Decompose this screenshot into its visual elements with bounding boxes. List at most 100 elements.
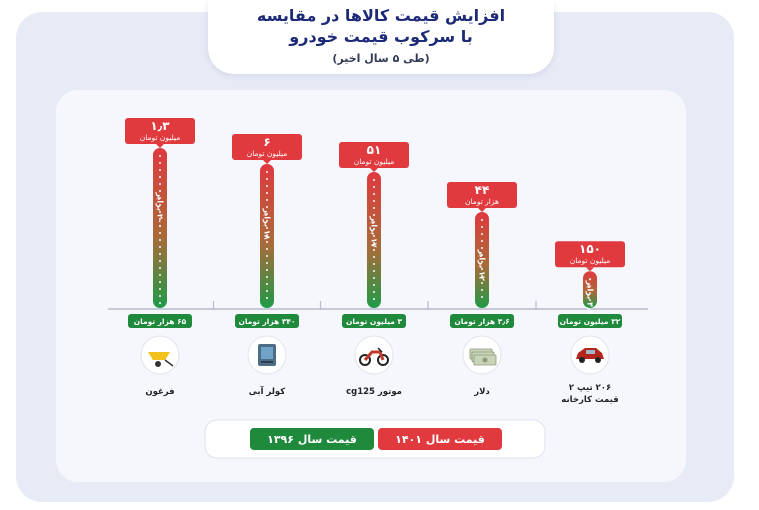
bar-dot — [158, 280, 162, 284]
bar-dot — [158, 245, 162, 249]
bar-dot — [588, 299, 592, 302]
bar — [367, 172, 381, 308]
bar-dot — [265, 240, 269, 244]
bar-dot — [372, 220, 376, 224]
bar-dot — [265, 184, 269, 188]
new-price-value: ۴۴ — [475, 183, 490, 197]
new-price-callout — [339, 142, 409, 168]
bar-dot — [265, 254, 269, 258]
chart-subtitle: (طی ۵ سال اخیر) — [332, 52, 430, 65]
callout-pointer — [263, 160, 271, 164]
bar-dot — [372, 241, 376, 245]
icon-shape — [164, 359, 174, 367]
bar-dot — [372, 290, 376, 294]
category-label: ۲۰۶ تیپ ۲ — [569, 383, 611, 393]
bar-dot — [265, 233, 269, 237]
bar-dot — [372, 192, 376, 196]
new-price-unit: هزار تومان — [465, 197, 499, 206]
bar-dot — [480, 246, 484, 250]
icon-shape — [148, 352, 170, 360]
category-label: فرغون — [145, 387, 174, 397]
bar — [475, 212, 489, 308]
bar-dot — [158, 168, 162, 172]
bar-dot — [480, 295, 484, 299]
bar — [153, 148, 167, 308]
bar-dot — [265, 282, 269, 286]
bar-dot — [158, 301, 162, 305]
bar-dot — [158, 196, 162, 200]
multiplier-label: ۱۸ برابر — [263, 207, 272, 239]
bar-dot — [588, 292, 592, 295]
new-price-value: ۱٫۳ — [150, 119, 170, 133]
bar-dot — [158, 231, 162, 235]
bar-dot — [372, 206, 376, 210]
bar-dot — [265, 296, 269, 300]
bar-dot — [480, 274, 484, 278]
callout-pointer — [370, 168, 378, 172]
bar-dot — [265, 268, 269, 272]
new-price-value: ۶ — [263, 135, 270, 149]
legend-old-swatch — [250, 428, 374, 450]
icon-shape — [579, 357, 585, 363]
bar-dot — [158, 203, 162, 207]
old-price-pill — [342, 314, 406, 328]
bar-dot — [480, 225, 484, 229]
multiplier-label: ۱۲ برابر — [478, 249, 487, 281]
icon-shape — [261, 361, 273, 363]
bar-dot — [588, 278, 592, 281]
bar — [583, 271, 597, 308]
bar-dot — [480, 288, 484, 292]
bar-dot — [158, 210, 162, 214]
bar-dot — [158, 273, 162, 277]
bar-dot — [265, 212, 269, 216]
bar-dot — [158, 189, 162, 193]
icon-shape — [261, 347, 273, 359]
bar-dot — [372, 276, 376, 280]
icon-shape — [377, 354, 389, 366]
old-price-pill — [450, 314, 514, 328]
bar-dot — [265, 198, 269, 202]
chart-title-line1: افزایش قیمت کالاها در مقایسه — [256, 6, 506, 25]
icon-shape — [586, 350, 595, 354]
icon-shape — [595, 357, 601, 363]
old-price-label: ۳٫۶ هزار تومان — [454, 317, 509, 326]
bar-dot — [480, 267, 484, 271]
bar-dot — [158, 266, 162, 270]
bar-dot — [158, 161, 162, 165]
bar-dot — [265, 205, 269, 209]
icon-shape — [363, 350, 385, 361]
bar-dot — [372, 255, 376, 259]
new-price-unit: میلیون تومان — [140, 133, 181, 142]
old-price-label: ۳ میلیون تومان — [346, 317, 403, 326]
category-label: کولر آبی — [249, 385, 285, 397]
bar-dot — [158, 238, 162, 242]
bar-dot — [372, 297, 376, 301]
icon-shape — [482, 357, 488, 363]
bar-dot — [158, 175, 162, 179]
old-price-label: ۳۴۰ هزار تومان — [238, 317, 295, 326]
bar-dot — [158, 217, 162, 221]
old-price-label: ۳۲ میلیون تومان — [560, 317, 621, 326]
old-price-pill — [235, 314, 299, 328]
new-price-callout — [555, 241, 625, 268]
bar-dot — [158, 287, 162, 291]
bar-dot — [372, 269, 376, 273]
callout-pointer — [586, 267, 594, 272]
callout-pointer — [478, 208, 486, 212]
bar-dot — [265, 226, 269, 230]
bar-dot — [480, 253, 484, 257]
bar-dot — [158, 294, 162, 298]
legend-new-swatch — [378, 428, 502, 450]
bar-dot — [480, 218, 484, 222]
old-price-label: ۶۵ هزار تومان — [134, 317, 187, 326]
bar-dot — [372, 185, 376, 189]
bar-dot — [480, 239, 484, 243]
multiplier-label: ۲۰ برابر — [156, 191, 165, 223]
motorcycle-icon — [354, 335, 394, 375]
new-price-unit: میلیون تومان — [570, 256, 611, 265]
bar-dot — [158, 252, 162, 256]
new-price-unit: میلیون تومان — [247, 149, 288, 158]
multiplier-label: ۱۷ برابر — [370, 215, 379, 247]
callout-pointer — [156, 144, 164, 148]
bar-dot — [372, 227, 376, 231]
